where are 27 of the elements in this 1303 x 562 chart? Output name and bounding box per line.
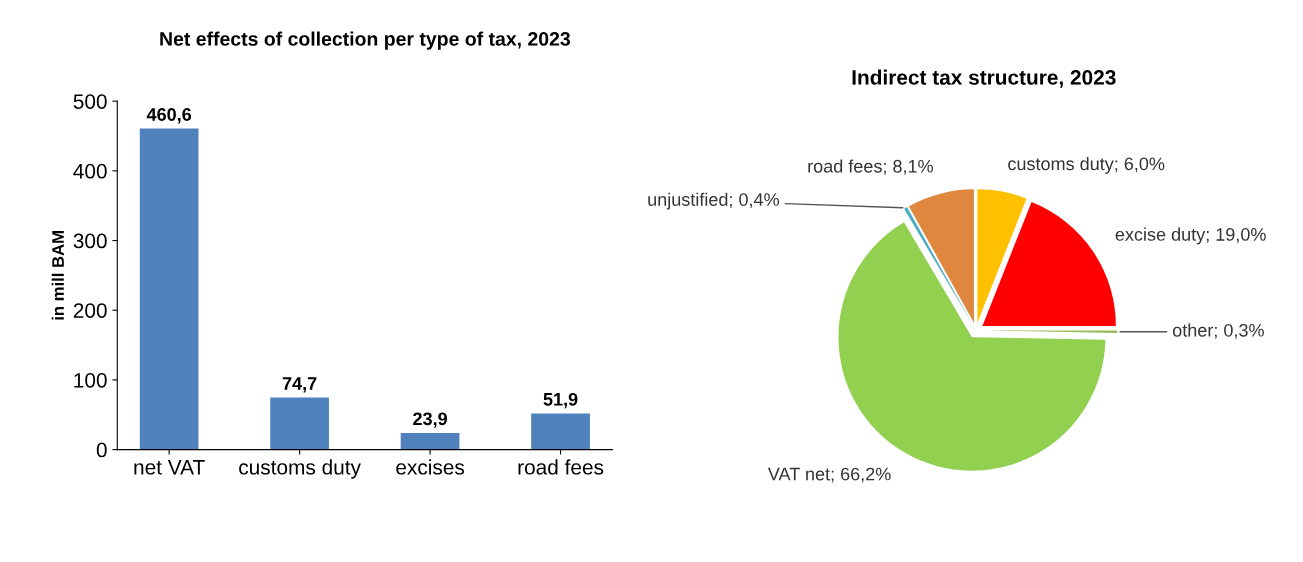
x-tick-label: road fees (518, 459, 604, 475)
x-tick-label: customs duty (239, 459, 361, 479)
y-tick-label: 300 (73, 233, 107, 249)
slice-label: excise duty; 19,0% (1115, 227, 1266, 245)
chart-title: Net effects of collection per type of tax, 2023 (160, 31, 570, 50)
slice-label: VAT net; 66,2% (767, 467, 891, 483)
slice-label: road fees; 8,1% (808, 159, 933, 175)
data-label: 460,6 (146, 108, 192, 124)
slice-label: customs duty; 6,0% (1008, 156, 1165, 174)
data-label: 74,7 (282, 377, 317, 393)
bar (139, 128, 199, 450)
y-tick-label: 500 (73, 94, 107, 109)
data-label: 51,9 (543, 392, 578, 409)
y-tick-label: 200 (73, 303, 107, 318)
slice-label: other; 0,3% (1172, 323, 1264, 339)
y-tick-label: 400 (73, 163, 107, 179)
x-tick-label: excises (396, 459, 465, 475)
data-label: 23,9 (413, 412, 447, 428)
bar (270, 397, 329, 450)
y-tick-label: 0 (96, 442, 107, 458)
y-tick-label: 100 (74, 372, 107, 388)
bar (400, 432, 460, 450)
bar (531, 413, 590, 450)
slice-label: unjustified; 0,4% (648, 192, 779, 210)
y-axis-title: in mill BAM (51, 231, 64, 320)
x-tick-label: net VAT (134, 460, 205, 475)
chart-title: Indirect tax structure, 2023 (852, 69, 1116, 88)
